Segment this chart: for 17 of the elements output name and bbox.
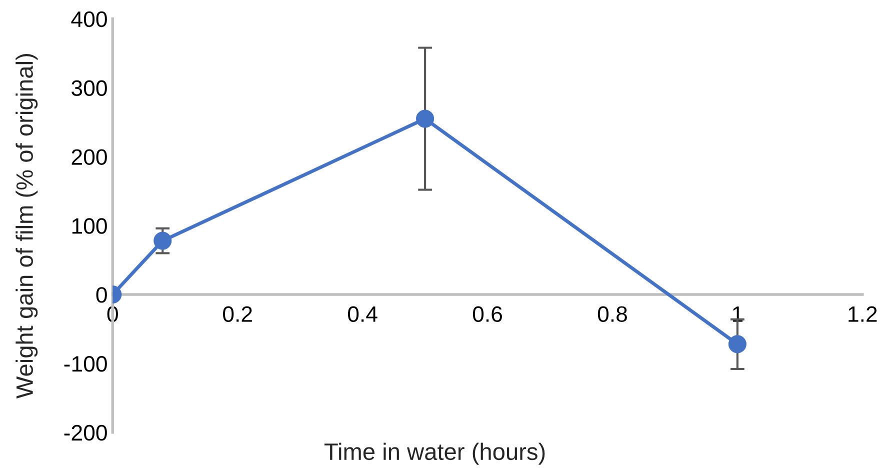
point (416, 110, 434, 128)
y-tick-label: 100 (72, 218, 107, 234)
y-tick-label: -100 (64, 356, 107, 372)
x-tick-label: 0.2 (223, 306, 252, 322)
y-tick-label: 400 (71, 11, 107, 28)
x-axis-title: Time in water (hours) (324, 442, 545, 465)
x-tick-label: 1.2 (848, 306, 877, 322)
y-tick-label: -200 (64, 424, 107, 441)
x-tick-label: 0.4 (348, 306, 378, 322)
y-axis-title: Weight gain of film (% of original) (16, 54, 38, 398)
point (154, 232, 172, 250)
y-tick-label: 300 (72, 80, 107, 96)
y-tick-label: 0 (96, 287, 107, 303)
point (728, 335, 746, 354)
y-tick-label: 200 (72, 149, 107, 165)
x-tick-label: 0.6 (472, 306, 502, 322)
x-tick-label: 0.8 (598, 306, 627, 322)
